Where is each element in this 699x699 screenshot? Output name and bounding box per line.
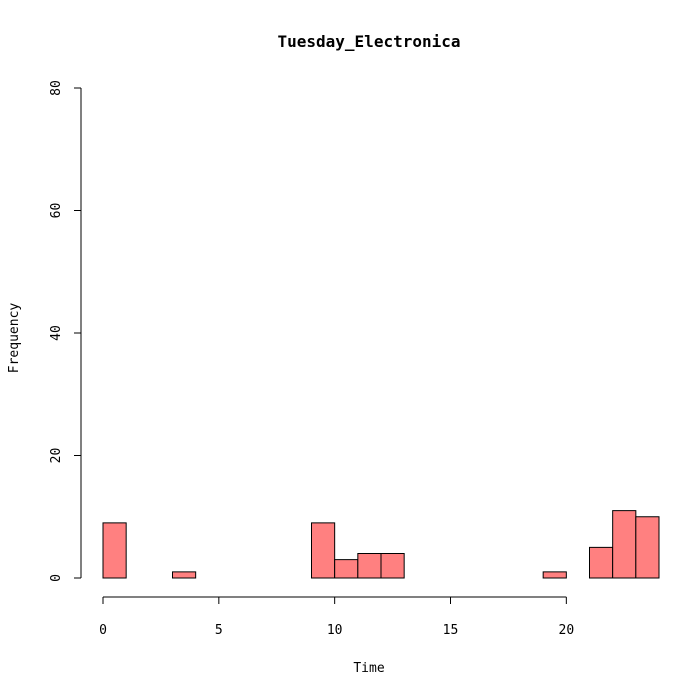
histogram-bar-23 (635, 516, 660, 579)
x-tick-label-3: 15 (443, 623, 459, 638)
y-axis-label: Frequency (7, 303, 22, 374)
histogram-bar-21 (589, 546, 614, 579)
y-axis: 0 20 40 60 80 (49, 80, 82, 582)
x-axis: 0 5 10 15 20 (99, 596, 575, 638)
histogram-bar-3 (172, 571, 197, 579)
y-tick-label-0: 0 (49, 574, 64, 582)
y-tick-label-4: 80 (49, 80, 64, 96)
histogram-bar-9 (311, 522, 336, 579)
histogram-bar-10 (334, 559, 359, 579)
x-tick-label-2: 10 (327, 623, 343, 638)
histogram-bar-12 (380, 553, 405, 579)
chart-title: Tuesday_Electronica (277, 32, 460, 51)
x-tick-label-0: 0 (99, 623, 107, 638)
histogram-bar-11 (357, 553, 382, 579)
bars-group (102, 510, 660, 579)
x-tick-label-1: 5 (215, 623, 223, 638)
y-tick-label-3: 60 (49, 203, 64, 219)
y-tick-label-2: 40 (49, 325, 64, 341)
histogram-bar-0 (102, 522, 127, 579)
histogram-bar-22 (612, 510, 637, 579)
histogram-bar-19 (542, 571, 567, 579)
x-tick-label-4: 20 (559, 623, 575, 638)
x-axis-label: Time (353, 661, 384, 676)
y-tick-label-1: 20 (49, 448, 64, 464)
